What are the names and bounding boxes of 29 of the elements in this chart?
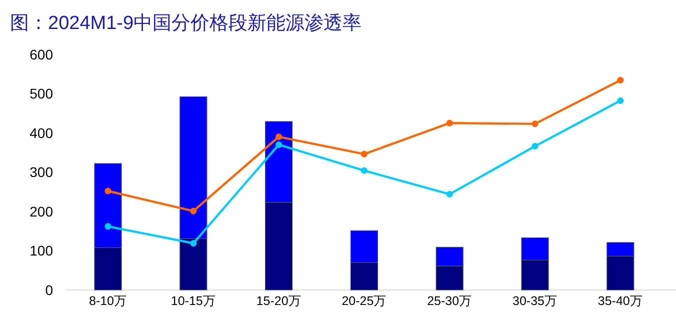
y-tick-label: 0 — [45, 282, 54, 298]
point — [617, 76, 624, 84]
x-tick-label: 35-40万 — [598, 294, 643, 308]
y-tick-label: 600 — [30, 46, 54, 62]
y-tick-label: 400 — [30, 124, 54, 141]
x-tick-label: 8-10万 — [88, 294, 128, 308]
point — [532, 120, 538, 128]
y-tick-label: 300 — [30, 164, 54, 180]
point — [190, 240, 197, 247]
point — [276, 141, 282, 148]
x-tick-label: 30-35万 — [512, 294, 558, 308]
x-tick-label: 20-25万 — [342, 294, 387, 308]
chart-title: 图：2024M1-9中国分价格段新能源渗透率 — [10, 12, 362, 34]
point — [276, 133, 282, 140]
point — [104, 223, 112, 230]
x-tick-label: 25-30万 — [427, 294, 472, 308]
x-tick-label: 10-15万 — [170, 294, 216, 308]
y-tick-label: 200 — [30, 203, 54, 220]
point — [617, 97, 624, 104]
point — [446, 120, 453, 126]
y-tick-label: 500 — [30, 86, 54, 102]
point — [360, 167, 368, 174]
point — [104, 188, 112, 194]
point — [360, 150, 368, 158]
point — [446, 190, 453, 198]
x-tick-label: 15-20万 — [256, 294, 302, 308]
y-tick-label: 100 — [30, 242, 54, 259]
point — [532, 142, 538, 150]
point — [190, 208, 197, 214]
